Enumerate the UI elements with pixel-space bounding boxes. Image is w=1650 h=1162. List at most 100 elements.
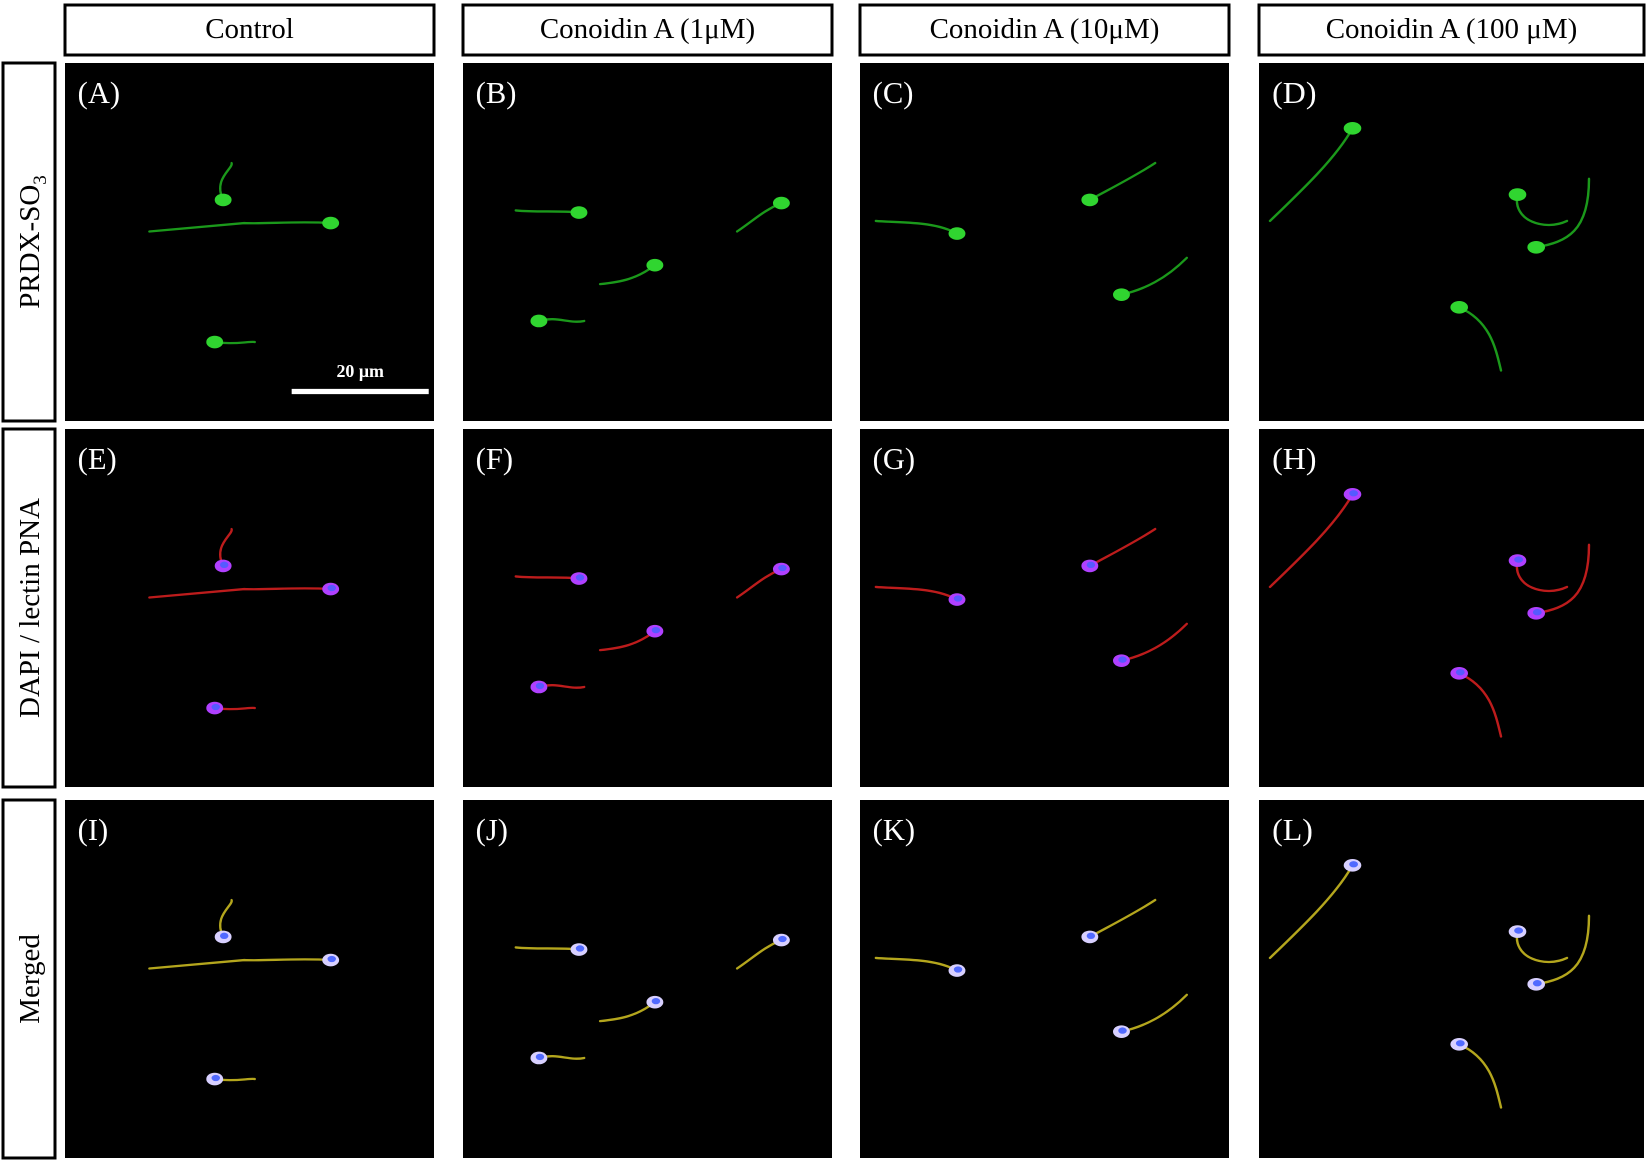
sperm-head-core: [1118, 656, 1127, 663]
scale-bar-label: 20 μm: [336, 361, 384, 381]
sperm-head-core: [219, 561, 229, 568]
sperm-head-core: [211, 703, 220, 711]
micrograph-panel: (H): [1259, 429, 1644, 787]
micrograph-panel: (F): [463, 429, 832, 787]
sperm-head-core: [327, 584, 336, 592]
sperm-tail: [1534, 543, 1591, 615]
panel-background: [1259, 429, 1644, 787]
sperm-head: [322, 216, 340, 230]
panel-background: [463, 800, 832, 1158]
row-label-text: PRDX-SO: [14, 185, 46, 309]
sperm-head-core: [535, 682, 545, 690]
micrograph-panel: (C): [860, 63, 1229, 421]
sperm-tail: [1457, 306, 1503, 372]
sperm-head: [1343, 121, 1362, 135]
micrograph-panel: (A) 20 μm: [65, 63, 434, 421]
sperm-head-core: [211, 1074, 220, 1082]
panel-background: [65, 63, 434, 421]
sperm-head-core: [1118, 1027, 1127, 1034]
sperm-head-core: [1514, 556, 1523, 563]
row-label: DAPI / lectin PNA: [14, 498, 46, 718]
sperm-head: [214, 193, 232, 207]
sperm-head-core: [651, 626, 661, 634]
column-header-box: [461, 3, 834, 57]
column-header: Conoidin A (10μM): [930, 13, 1160, 45]
panel-background: [463, 429, 832, 787]
sperm-tail: [148, 221, 332, 233]
micrograph-panel: (E): [65, 429, 434, 787]
panel-background: [65, 800, 434, 1158]
sperm-head-core: [778, 564, 787, 572]
sperm-tail: [1457, 672, 1503, 738]
sperm-head: [1508, 188, 1527, 201]
panel-label: (G): [873, 442, 915, 476]
panel-label: (D): [1272, 76, 1316, 110]
row-label: PRDX-SO3: [14, 175, 51, 309]
sperm-head-core: [575, 945, 585, 952]
sperm-tail: [1515, 193, 1569, 227]
sperm-head: [646, 258, 664, 272]
sperm-head-core: [1532, 609, 1542, 616]
sperm-head: [570, 206, 588, 219]
micrograph-panel: (B): [463, 63, 832, 421]
row-label-subscript: 3: [30, 175, 51, 185]
sperm-tail: [1515, 930, 1569, 964]
sperm-head-core: [535, 1053, 545, 1061]
sperm-tail: [1268, 493, 1354, 589]
sperm-tail: [514, 946, 581, 951]
row-label-box: [1, 798, 57, 1160]
sperm-head-core: [778, 935, 787, 943]
column-header-box: [1257, 3, 1646, 57]
column-header: Control: [205, 13, 294, 45]
micrograph-panel: (D): [1259, 63, 1644, 421]
sperm-tail: [874, 219, 959, 235]
sperm-head-core: [1086, 932, 1096, 939]
sperm-head: [1450, 300, 1468, 314]
sperm-head-core: [953, 966, 963, 973]
panel-background: [65, 429, 434, 787]
panel-background: [860, 800, 1229, 1158]
micrograph-panel: (J): [463, 800, 832, 1158]
panel-label: (J): [476, 813, 508, 847]
sperm-head: [1113, 288, 1130, 301]
panel-label: (B): [476, 76, 517, 110]
sperm-tail: [1515, 559, 1569, 593]
panel-background: [463, 63, 832, 421]
sperm-head: [206, 335, 224, 349]
row-label-box: [1, 427, 57, 789]
panel-label: (A): [78, 76, 120, 110]
panel-label: (L): [1272, 813, 1313, 847]
panel-background: [1259, 800, 1644, 1158]
panel-background: [1259, 63, 1644, 421]
sperm-head: [1527, 240, 1545, 254]
panel-label: (H): [1272, 442, 1316, 476]
sperm-tail: [1268, 864, 1354, 960]
micrograph-panel: (I): [65, 800, 434, 1158]
panel-label: (I): [78, 813, 109, 847]
panel-background: [860, 63, 1229, 421]
sperm-head-core: [1086, 561, 1096, 568]
panel-label: (K): [873, 813, 915, 847]
sperm-head-core: [1455, 1040, 1465, 1047]
panel-background: [860, 429, 1229, 787]
sperm-head-core: [953, 595, 963, 602]
sperm-head: [530, 314, 548, 328]
sperm-head-core: [575, 574, 585, 581]
column-header-box: [63, 3, 436, 57]
sperm-head-core: [327, 955, 336, 963]
panel-label: (C): [873, 76, 914, 110]
sperm-tail: [1457, 1043, 1503, 1109]
row-label-box: [1, 61, 57, 423]
sperm-tail: [514, 209, 581, 214]
micrograph-panel: (G): [860, 429, 1229, 787]
micrograph-panel: (L): [1259, 800, 1644, 1158]
sperm-tail: [1268, 127, 1354, 223]
row-label: Merged: [14, 934, 46, 1024]
column-header-box: [858, 3, 1231, 57]
micrograph-panel: (K): [860, 800, 1229, 1158]
sperm-head-core: [1349, 490, 1358, 497]
column-header: Conoidin A (1μM): [540, 13, 755, 45]
sperm-head-core: [1455, 669, 1465, 676]
panel-label: (F): [476, 442, 513, 476]
